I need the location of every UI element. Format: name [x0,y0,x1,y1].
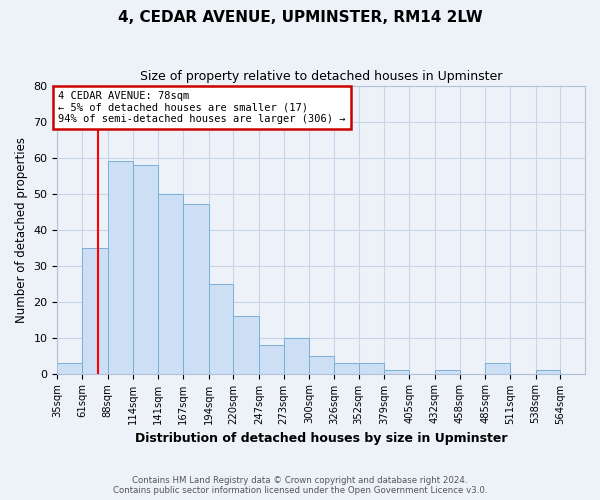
Bar [359,363,385,374]
Bar [334,363,359,374]
Text: Contains HM Land Registry data © Crown copyright and database right 2024.
Contai: Contains HM Land Registry data © Crown c… [113,476,487,495]
Bar [536,370,560,374]
Bar [485,363,510,374]
Text: 4 CEDAR AVENUE: 78sqm
← 5% of detached houses are smaller (17)
94% of semi-detac: 4 CEDAR AVENUE: 78sqm ← 5% of detached h… [58,91,346,124]
Text: 4, CEDAR AVENUE, UPMINSTER, RM14 2LW: 4, CEDAR AVENUE, UPMINSTER, RM14 2LW [118,10,482,25]
Bar [259,345,284,374]
Bar [82,248,108,374]
Bar [58,363,82,374]
Bar [310,356,334,374]
Bar [435,370,460,374]
X-axis label: Distribution of detached houses by size in Upminster: Distribution of detached houses by size … [135,432,508,445]
Bar [108,161,133,374]
Bar [233,316,259,374]
Bar [158,194,183,374]
Bar [209,284,233,374]
Bar [284,338,310,374]
Bar [133,165,158,374]
Title: Size of property relative to detached houses in Upminster: Size of property relative to detached ho… [140,70,502,83]
Bar [183,204,209,374]
Bar [385,370,409,374]
Y-axis label: Number of detached properties: Number of detached properties [15,136,28,322]
